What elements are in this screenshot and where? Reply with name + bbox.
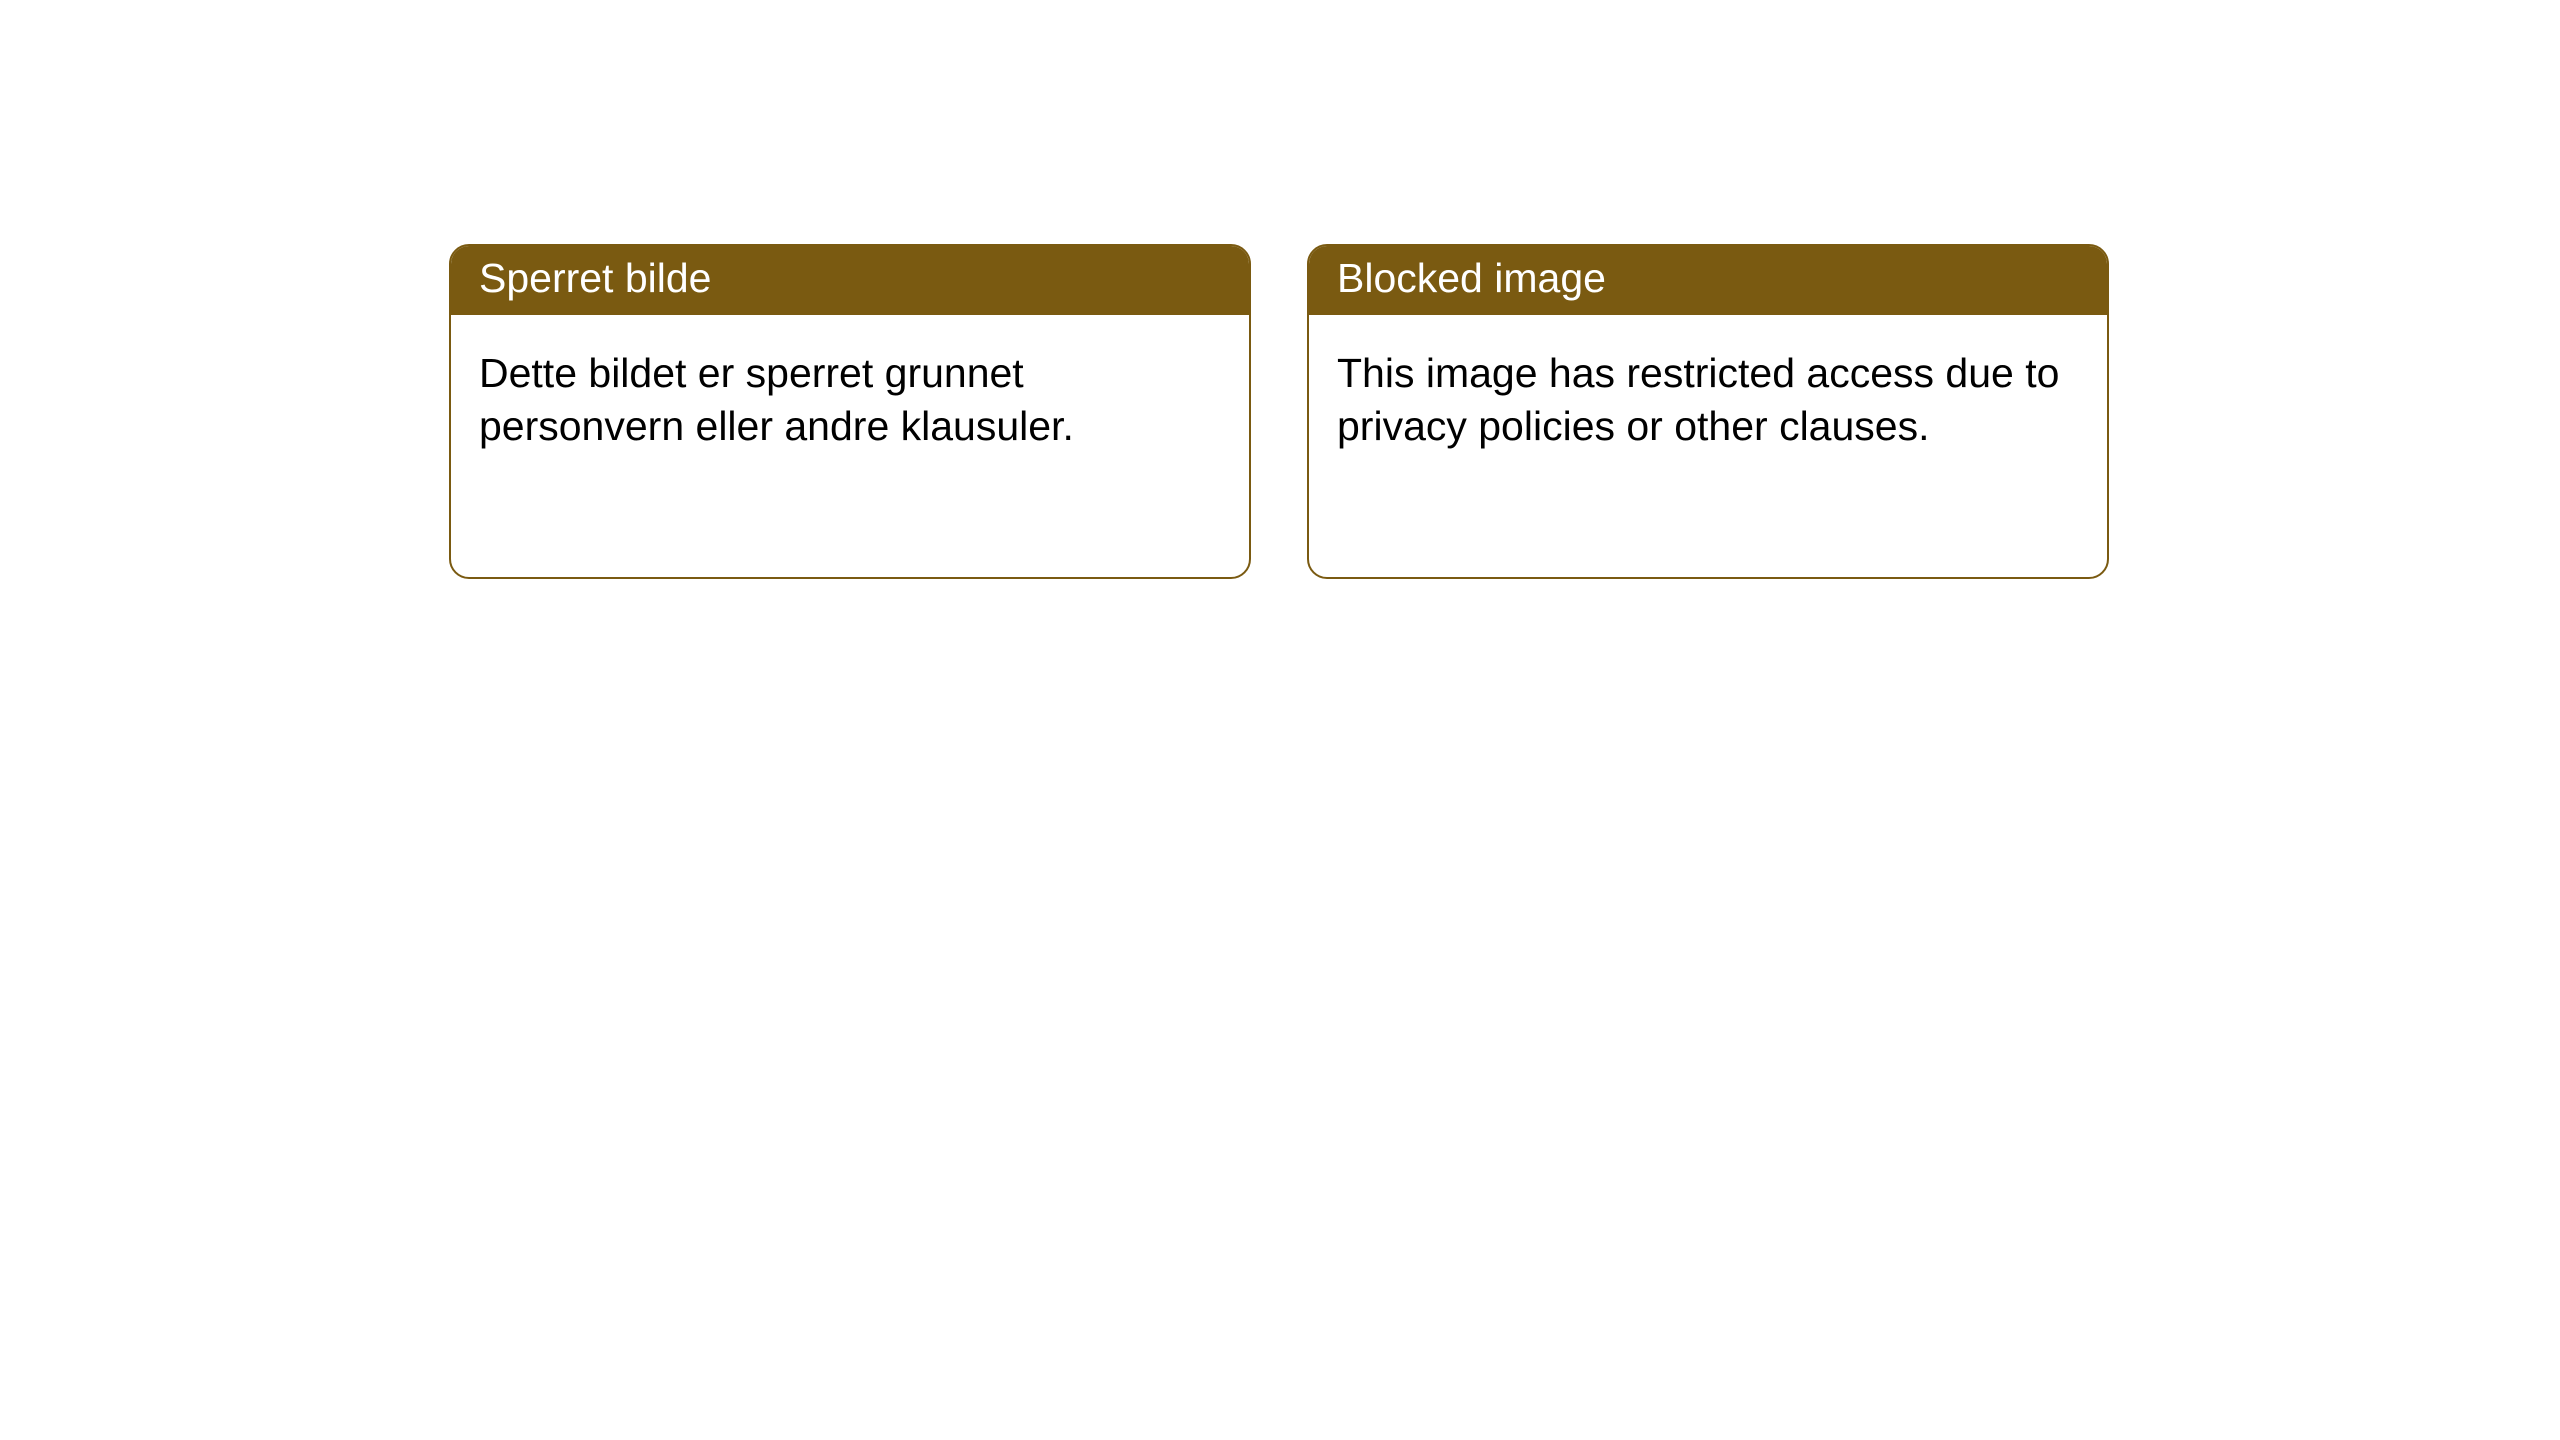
card-body: This image has restricted access due to … (1309, 315, 2107, 480)
cards-container: Sperret bilde Dette bildet er sperret gr… (0, 0, 2560, 579)
card-header: Blocked image (1309, 246, 2107, 315)
card-body: Dette bildet er sperret grunnet personve… (451, 315, 1249, 480)
card-header: Sperret bilde (451, 246, 1249, 315)
notice-card-english: Blocked image This image has restricted … (1307, 244, 2109, 579)
notice-card-norwegian: Sperret bilde Dette bildet er sperret gr… (449, 244, 1251, 579)
